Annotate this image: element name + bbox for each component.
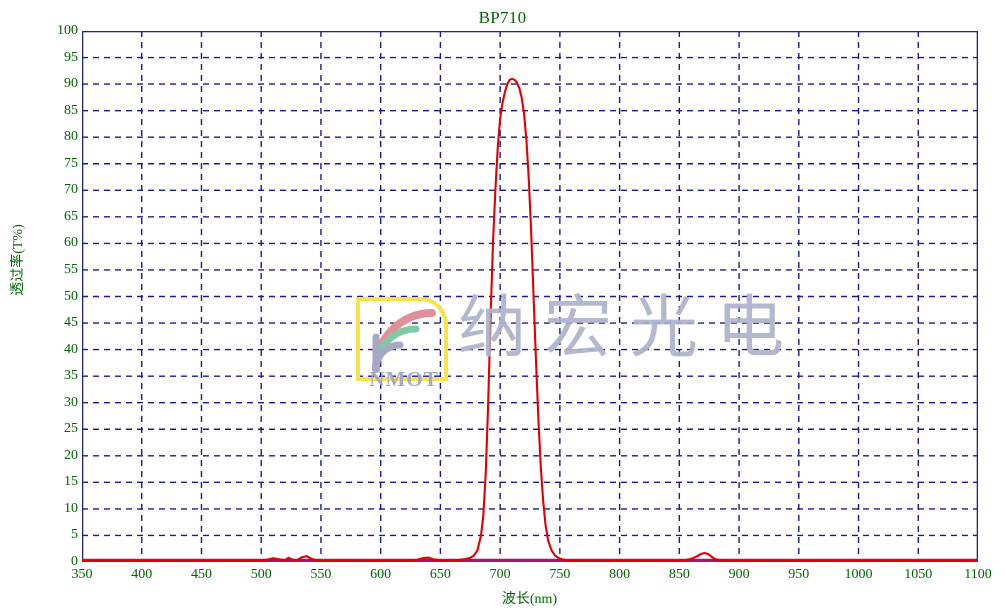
y-tick-label: 10 <box>64 500 78 516</box>
y-tick-label: 75 <box>64 155 78 171</box>
plot-area: NMOT 纳宏光电 <box>82 31 978 562</box>
x-tick-label: 1050 <box>904 567 933 582</box>
x-tick-label: 850 <box>668 567 690 582</box>
chart-title: BP710 <box>478 8 527 27</box>
y-axis-tick-labels: 0 5 10 15 20 25 30 35 40 45 50 55 60 65 70 75 80 85 90 95 10… <box>0 0 78 612</box>
horizontal-gridlines <box>82 56 978 537</box>
x-tick-label: 450 <box>190 567 212 582</box>
y-tick-label: 20 <box>64 447 78 463</box>
x-tick-label: 700 <box>489 567 511 582</box>
x-axis-title-text: 波长(nm) <box>501 592 558 607</box>
y-tick-label: 85 <box>64 102 78 118</box>
x-tick-label: 600 <box>370 567 392 582</box>
x-tick-label: 950 <box>788 567 810 582</box>
y-tick-label: 0 <box>71 554 78 569</box>
y-tick-label: 50 <box>64 288 78 304</box>
x-axis-tick-labels: 350 400 450 500 550 600 650 700 750 800 850 900 950 1… <box>0 568 1005 590</box>
x-tick-label: 900 <box>728 567 750 582</box>
y-tick-label: 60 <box>64 235 78 251</box>
plot-svg <box>82 31 978 562</box>
y-tick-label: 30 <box>64 394 78 410</box>
y-tick-label: 5 <box>71 527 78 543</box>
x-tick-label: 1000 <box>844 567 873 582</box>
y-tick-label: 35 <box>64 368 78 384</box>
x-tick-label: 650 <box>429 567 451 582</box>
x-tick-label: 1100 <box>964 567 992 582</box>
y-tick-label: 65 <box>64 208 78 224</box>
x-axis-title: 波长(nm) <box>0 588 1005 608</box>
x-tick-label: 400 <box>131 567 153 582</box>
y-axis-title: 透过率(T%) <box>11 224 26 296</box>
y-tick-label: 100 <box>57 23 78 38</box>
x-tick-label: 550 <box>310 567 332 582</box>
y-tick-label: 15 <box>64 474 78 490</box>
y-tick-label: 95 <box>64 49 78 65</box>
y-tick-label: 80 <box>64 129 78 145</box>
y-tick-label: 90 <box>64 76 78 92</box>
y-tick-label: 40 <box>64 341 78 357</box>
x-tick-label: 350 <box>71 567 93 582</box>
transmission-curve <box>82 77 978 562</box>
y-tick-label: 25 <box>64 421 78 437</box>
y-tick-label: 70 <box>64 182 78 198</box>
y-tick-label: 55 <box>64 261 78 277</box>
x-tick-label: 800 <box>609 567 631 582</box>
x-tick-label: 750 <box>549 567 571 582</box>
x-tick-label: 500 <box>250 567 272 582</box>
y-tick-label: 45 <box>64 315 78 331</box>
